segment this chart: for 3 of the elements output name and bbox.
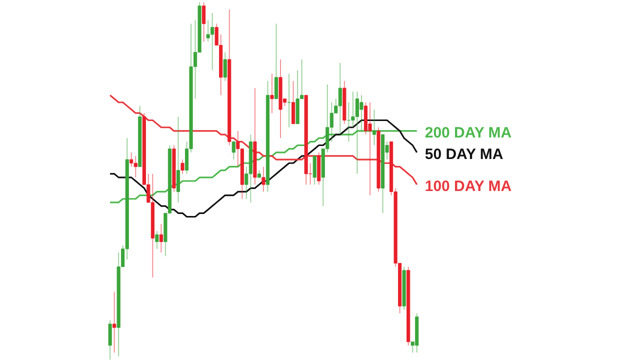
series-label: 200 DAY MA xyxy=(424,124,512,142)
series-label: 50 DAY MA xyxy=(424,146,504,163)
series-label: 100 DAY MA xyxy=(424,178,512,196)
